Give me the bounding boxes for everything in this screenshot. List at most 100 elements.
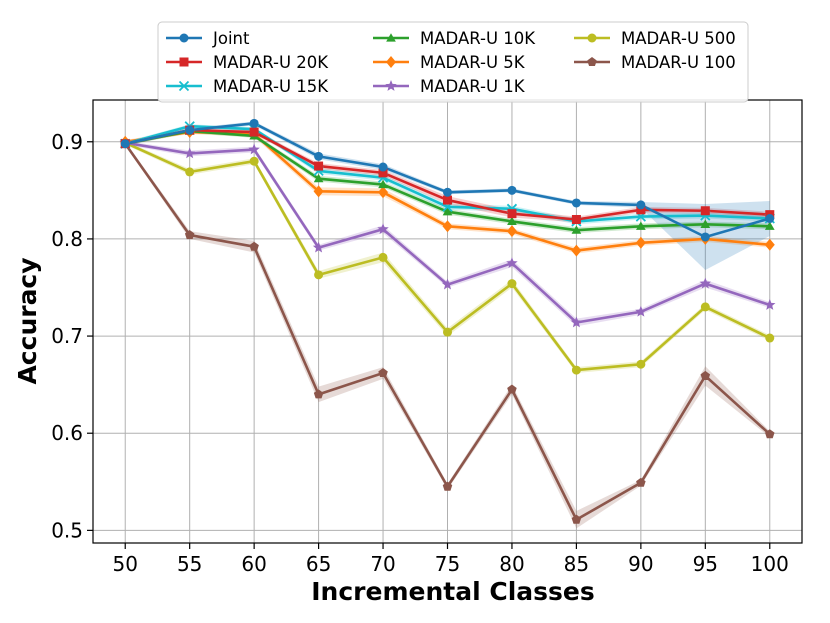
point-madar-u-1k (570, 316, 583, 328)
legend-label-madar-u-500: MADAR-U 500 (621, 29, 736, 48)
point-madar-u-500 (443, 327, 452, 337)
point-madar-u-5k (764, 238, 775, 251)
point-madar-u-500 (700, 302, 710, 312)
point-madar-u-5k (313, 185, 324, 198)
point-madar-u-100 (184, 230, 195, 240)
point-madar-u-1k (699, 277, 712, 289)
point-madar-u-10k (442, 206, 453, 216)
point-madar-u-500 (507, 279, 517, 289)
legend-label-madar-u-15k: MADAR-U 15K (213, 77, 329, 96)
point-madar-u-10k (378, 179, 388, 189)
point-madar-u-500 (571, 365, 581, 375)
legend-marker-madar-u-500 (587, 33, 597, 43)
point-madar-u-100 (249, 241, 259, 251)
point-madar-u-1k (183, 147, 196, 159)
point-madar-u-20k (571, 214, 581, 224)
legend-marker-madar-u-5k (386, 56, 396, 68)
point-madar-u-20k (636, 205, 646, 215)
legend-label-madar-u-20k: MADAR-U 20K (213, 53, 329, 72)
point-madar-u-100 (571, 514, 582, 524)
point-madar-u-1k (764, 298, 776, 310)
point-madar-u-20k (443, 195, 452, 205)
point-madar-u-100 (507, 384, 517, 394)
point-madar-u-500 (636, 359, 646, 369)
y-tick-label: 0.5 (51, 518, 83, 542)
point-madar-u-500 (185, 167, 195, 177)
x-tick-label: 50 (113, 552, 138, 576)
point-madar-u-1k (312, 241, 325, 253)
point-madar-u-10k (313, 173, 324, 183)
x-tick-label: 80 (499, 552, 524, 576)
legend-marker-madar-u-100 (587, 57, 597, 67)
point-joint (120, 139, 130, 149)
x-tick-label: 60 (241, 552, 266, 576)
point-madar-u-10k (636, 221, 646, 230)
legend-marker-madar-u-10k (386, 33, 396, 42)
x-axis-ticks: 50 55 60 65 70 75 80 85 90 95 100 (113, 543, 789, 576)
point-madar-u-5k (442, 220, 453, 233)
y-tick-label: 0.8 (51, 227, 83, 251)
legend-box (157, 21, 749, 103)
legend-marker-joint (179, 33, 189, 43)
point-madar-u-5k (635, 236, 646, 249)
point-madar-u-500 (765, 333, 775, 343)
point-madar-u-1k (248, 143, 260, 155)
point-madar-u-20k (378, 168, 388, 178)
point-madar-u-100 (700, 370, 711, 380)
x-tick-label: 70 (370, 552, 395, 576)
point-madar-u-5k (506, 225, 517, 238)
point-joint (636, 200, 646, 210)
point-madar-u-10k (507, 216, 517, 226)
point-madar-u-20k (507, 209, 517, 219)
legend-label-madar-u-5k: MADAR-U 5K (420, 53, 526, 72)
legend-marker-madar-u-15k (178, 80, 190, 92)
point-madar-u-5k (378, 186, 389, 199)
point-madar-u-1k (441, 278, 454, 290)
point-madar-u-1k (506, 257, 518, 269)
y-axis-ticks: 0.5 0.6 0.7 0.8 0.9 (51, 130, 93, 542)
legend-label-madar-u-10k: MADAR-U 10K (420, 29, 536, 48)
x-tick-label: 75 (435, 552, 460, 576)
point-madar-u-10k (700, 219, 711, 228)
point-joint (314, 151, 324, 161)
point-joint (571, 198, 581, 208)
point-joint (378, 162, 388, 172)
grid (93, 100, 802, 543)
point-madar-u-5k (571, 244, 582, 257)
legend-label-joint: Joint (212, 29, 250, 48)
point-madar-u-500 (249, 156, 259, 166)
point-madar-u-20k (700, 206, 710, 216)
x-tick-label: 95 (693, 552, 718, 576)
point-joint (507, 185, 517, 195)
y-tick-label: 0.7 (51, 324, 83, 348)
point-madar-u-100 (442, 481, 453, 491)
point-madar-u-10k (571, 225, 582, 234)
point-madar-u-1k (377, 223, 389, 235)
point-joint (700, 232, 710, 242)
point-madar-u-500 (378, 252, 388, 262)
point-madar-u-500 (314, 270, 324, 280)
legend-marker-madar-u-1k (385, 80, 397, 91)
y-axis-label: Accuracy (13, 257, 42, 384)
y-tick-label: 0.6 (51, 421, 83, 445)
point-madar-u-20k (314, 161, 324, 171)
band-madar-u-10k (125, 129, 770, 234)
point-madar-u-100 (765, 429, 775, 439)
point-madar-u-1k (635, 305, 647, 317)
point-madar-u-10k (764, 221, 775, 230)
x-tick-label: 85 (564, 552, 589, 576)
legend-marker-madar-u-20k (179, 57, 189, 67)
x-tick-label: 100 (751, 552, 789, 576)
point-madar-u-20k (249, 127, 259, 137)
x-tick-label: 65 (306, 552, 331, 576)
legend-label-madar-u-100: MADAR-U 100 (621, 53, 736, 72)
legend-label-madar-u-1k: MADAR-U 1K (420, 77, 526, 96)
x-tick-label: 55 (177, 552, 202, 576)
point-joint (443, 187, 452, 197)
point-joint (249, 118, 259, 128)
legend: Joint MADAR-U 20K MADAR-U 15K MADAR-U 10K MA… (157, 21, 749, 103)
band-joint (125, 121, 770, 271)
point-madar-u-100 (636, 477, 646, 487)
x-axis-label: Incremental Classes (311, 577, 594, 606)
